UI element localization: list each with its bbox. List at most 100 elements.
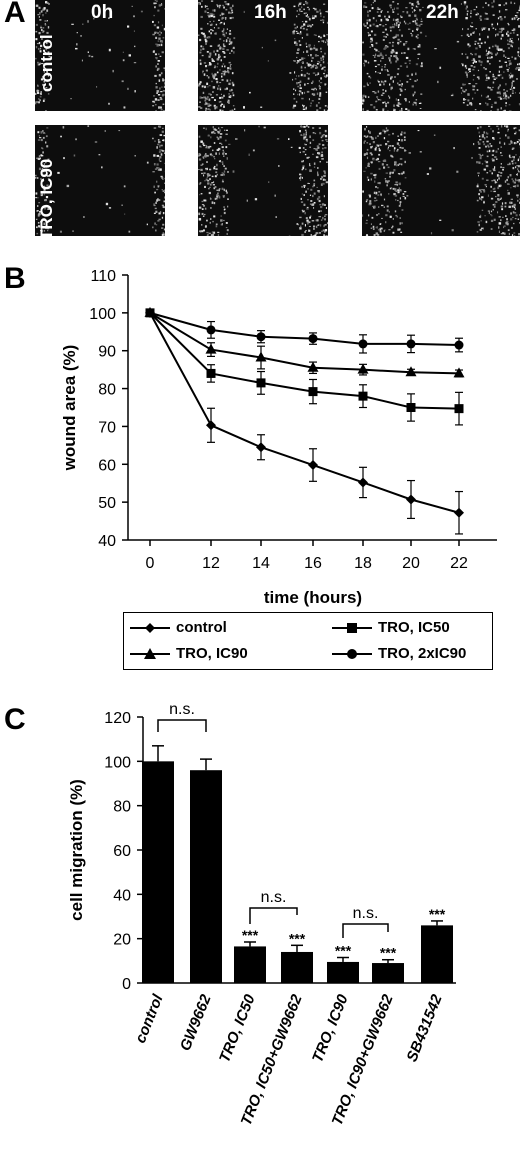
bracket-label: n.s.	[169, 701, 195, 718]
circle-marker-icon	[332, 648, 372, 659]
data-point	[256, 332, 266, 342]
y-axis-title: cell migration (%)	[67, 779, 86, 921]
panel-b-letter: B	[4, 262, 26, 295]
x-tick-label: SB431542	[403, 992, 446, 1065]
cell-migration-bar-chart: 0 20 40 60 80 100 120 cell migration (%) control…	[67, 701, 456, 1128]
y-tick-label: 20	[113, 932, 131, 949]
x-axis-title: time (hours)	[264, 588, 362, 607]
micrograph-tro-ic90-22h	[362, 125, 520, 236]
legend-label-control: control	[176, 619, 227, 636]
y-tick-label: 60	[113, 843, 131, 860]
x-tick-label: 0	[146, 555, 155, 572]
y-tick-label: 50	[98, 495, 116, 512]
bar-2	[234, 946, 266, 983]
data-point	[454, 404, 464, 414]
data-point	[308, 387, 318, 397]
legend-item-control: control	[130, 619, 227, 636]
data-point	[206, 368, 216, 378]
y-tick-label: 80	[98, 382, 116, 399]
micrograph-tro-ic90-0h	[35, 125, 165, 236]
data-point	[307, 361, 319, 372]
triangle-marker-icon	[130, 647, 170, 659]
y-tick-label: 40	[113, 887, 131, 904]
x-tick-label: 20	[402, 555, 420, 572]
bar-4	[327, 961, 359, 983]
x-tick-label: 22	[450, 555, 468, 572]
significance-marker: ***	[429, 906, 446, 922]
data-point	[206, 420, 216, 431]
data-point	[357, 363, 369, 374]
time-label-0h: 0h	[91, 2, 114, 23]
row-label-control: control	[37, 34, 56, 92]
wound-area-line-chart: 40 50 60 70 80 90 100 110 0 12 14 16 18 20 22 time (hou…	[60, 268, 497, 607]
data-point	[145, 308, 155, 318]
y-tick-label: 100	[89, 306, 116, 323]
bar-3	[281, 951, 313, 983]
significance-bracket	[249, 907, 298, 924]
legend-label-ic50: TRO, IC50	[378, 619, 450, 636]
data-point	[205, 343, 217, 354]
x-tick-label: 12	[202, 555, 220, 572]
data-point	[454, 507, 464, 518]
data-point	[206, 325, 216, 335]
data-point	[255, 351, 267, 362]
data-point	[453, 367, 465, 378]
y-axis-title: wound area (%)	[60, 345, 79, 472]
data-point	[358, 339, 368, 349]
data-point	[308, 460, 318, 471]
square-marker-icon	[332, 622, 372, 633]
panel-a-letter: A	[4, 0, 26, 29]
data-point	[454, 340, 464, 350]
significance-marker: ***	[380, 945, 397, 961]
x-tick-label: 18	[354, 555, 372, 572]
x-tick-label: GW9662	[177, 992, 215, 1054]
legend-label-2xic90: TRO, 2xIC90	[378, 645, 467, 662]
data-point	[308, 334, 318, 344]
data-point	[256, 442, 266, 453]
legend-label-ic90: TRO, IC90	[176, 645, 248, 662]
panel-c-letter: C	[4, 703, 26, 736]
legend-item-ic50: TRO, IC50	[332, 619, 450, 636]
y-tick-label: 110	[90, 268, 116, 285]
data-point	[406, 403, 416, 412]
diamond-marker-icon	[130, 622, 170, 633]
micrograph-control-0h	[35, 0, 165, 111]
legend-item-2xic90: TRO, 2xIC90	[332, 645, 466, 662]
y-tick-label: 40	[98, 533, 116, 550]
bracket-label: n.s.	[261, 889, 287, 906]
y-tick-label: 70	[98, 419, 116, 436]
micrograph-control-16h	[198, 0, 328, 111]
bar-0	[142, 761, 174, 983]
x-tick-label: 14	[252, 555, 270, 572]
x-tick-label: control	[132, 991, 167, 1045]
significance-marker: ***	[335, 943, 352, 959]
y-tick-label: 80	[113, 799, 131, 816]
x-tick-label: TRO, IC50	[216, 992, 259, 1065]
micrograph-tro-ic90-16h	[198, 125, 328, 236]
y-tick-label: 90	[98, 344, 116, 361]
bracket-label: n.s.	[353, 905, 379, 922]
y-tick-label: 60	[98, 457, 116, 474]
bar-5	[372, 963, 404, 983]
significance-bracket	[342, 923, 389, 938]
y-tick-label: 0	[122, 976, 131, 993]
time-label-22h: 22h	[426, 2, 459, 23]
bar-6	[421, 925, 453, 983]
data-point	[256, 378, 266, 388]
x-tick-label: 16	[304, 555, 322, 572]
micrograph-control-22h	[362, 0, 520, 111]
data-point	[406, 494, 416, 505]
significance-marker: ***	[289, 930, 306, 946]
chart-legend: control TRO, IC50 TRO, IC90 TRO, 2xIC90	[123, 612, 493, 670]
data-point	[358, 477, 368, 488]
significance-marker: ***	[242, 927, 259, 943]
time-label-16h: 16h	[254, 2, 287, 23]
bar-1	[190, 770, 222, 983]
y-tick-label: 120	[104, 710, 131, 727]
data-point	[405, 366, 417, 377]
x-tick-label: TRO, IC90	[309, 992, 352, 1065]
significance-bracket	[157, 719, 207, 732]
y-tick-label: 100	[104, 754, 131, 771]
row-label-tro-ic90: TRO, IC90	[37, 158, 56, 240]
data-point	[406, 339, 416, 349]
